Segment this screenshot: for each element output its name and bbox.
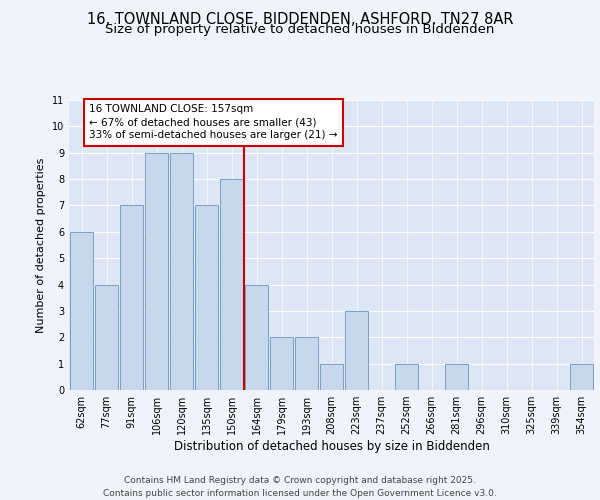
Bar [70,232,94,390]
Bar [245,284,268,390]
Bar [145,152,169,390]
Text: 16 TOWNLAND CLOSE: 157sqm
← 67% of detached houses are smaller (43)
33% of semi-: 16 TOWNLAND CLOSE: 157sqm ← 67% of detac… [89,104,337,141]
Bar [445,364,469,390]
Text: 16, TOWNLAND CLOSE, BIDDENDEN, ASHFORD, TN27 8AR: 16, TOWNLAND CLOSE, BIDDENDEN, ASHFORD, … [87,12,513,28]
Text: Size of property relative to detached houses in Biddenden: Size of property relative to detached ho… [106,24,494,36]
Bar [395,364,418,390]
Bar [344,311,368,390]
Bar [194,206,218,390]
Bar [269,338,293,390]
Bar [119,206,143,390]
Bar [320,364,343,390]
X-axis label: Distribution of detached houses by size in Biddenden: Distribution of detached houses by size … [173,440,490,453]
Bar [170,152,193,390]
Bar [569,364,593,390]
Bar [220,179,244,390]
Bar [95,284,118,390]
Text: Contains HM Land Registry data © Crown copyright and database right 2025.
Contai: Contains HM Land Registry data © Crown c… [103,476,497,498]
Bar [295,338,319,390]
Y-axis label: Number of detached properties: Number of detached properties [37,158,46,332]
